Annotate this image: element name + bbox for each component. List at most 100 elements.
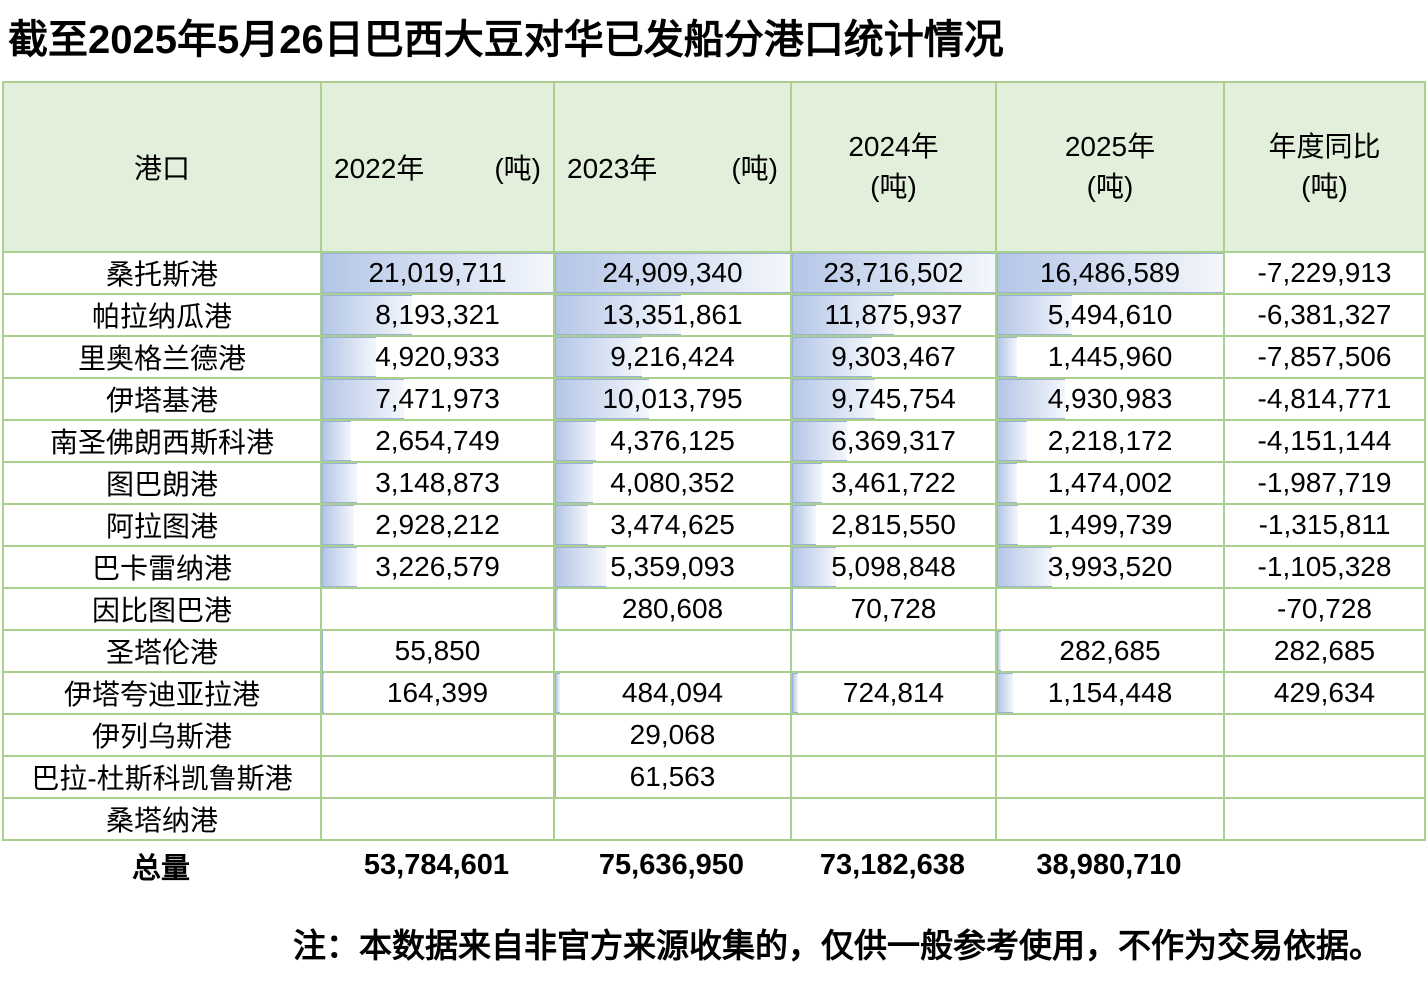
- data-bar: [556, 296, 681, 334]
- cell-value-2024: 11,875,937: [824, 299, 963, 330]
- table-row: 伊列乌斯港 29,068: [2, 713, 1426, 757]
- value-cell-2023: 29,068: [553, 713, 792, 757]
- yoy-unit-label: (吨): [1301, 171, 1348, 202]
- table-row: 阿拉图港 2,928,212 3,474,625 2,815,550 1,499…: [2, 503, 1426, 547]
- value-cell-2022: 8,193,321: [320, 293, 555, 337]
- year-2023-label: 2023年: [567, 153, 658, 184]
- value-cell-2022: [320, 755, 555, 799]
- cell-value-2025: 1,445,960: [1047, 341, 1173, 372]
- data-bar: [556, 590, 558, 628]
- port-name-cell: 伊塔夸迪亚拉港: [2, 671, 322, 715]
- table-row: 桑托斯港 21,019,711 24,909,340 23,716,502 16…: [2, 251, 1426, 295]
- cell-value-2025: 16,486,589: [1039, 257, 1181, 288]
- value-cell-2025: 2,218,172: [995, 419, 1225, 463]
- value-cell-2023: 9,216,424: [553, 335, 792, 379]
- data-bar: [793, 464, 822, 502]
- data-bar: [998, 338, 1017, 376]
- port-name-cell: 巴拉-杜斯科凯鲁斯港: [2, 755, 322, 799]
- cell-value-2022: 3,148,873: [375, 467, 500, 498]
- cell-value-2024: 2,815,550: [831, 509, 956, 540]
- header-row: 港口 2022年 (吨) 2023年 (吨) 2024年 (吨): [2, 81, 1426, 253]
- value-cell-yoy: -6,381,327: [1223, 293, 1426, 337]
- value-cell-2022: 55,850: [320, 629, 555, 673]
- value-cell-2025: 1,474,002: [995, 461, 1225, 505]
- table-row: 伊塔基港 7,471,973 10,013,795 9,745,754 4,93…: [2, 377, 1426, 421]
- value-cell-2023: 4,080,352: [553, 461, 792, 505]
- data-bar: [556, 674, 560, 712]
- cell-value-2024: 23,716,502: [823, 257, 964, 288]
- value-cell-2025: 4,930,983: [995, 377, 1225, 421]
- cell-value-2022: 164,399: [386, 677, 489, 708]
- table-body: 桑托斯港 21,019,711 24,909,340 23,716,502 16…: [2, 251, 1426, 841]
- data-bar: [998, 674, 1013, 712]
- value-cell-2022: 3,226,579: [320, 545, 555, 589]
- cell-value-2023: 280,608: [621, 593, 724, 624]
- value-cell-2023: 280,608: [553, 587, 792, 631]
- cell-value-yoy: -4,151,144: [1257, 425, 1392, 456]
- data-bar: [323, 422, 352, 460]
- port-name-cell: 伊塔基港: [2, 377, 322, 421]
- table-row: 里奥格兰德港 4,920,933 9,216,424 9,303,467 1,4…: [2, 335, 1426, 379]
- cell-value-2023: 484,094: [621, 677, 724, 708]
- value-cell-2024: 6,369,317: [790, 419, 997, 463]
- value-cell-yoy: -1,105,328: [1223, 545, 1426, 589]
- year-2024-unit-label: (吨): [870, 171, 917, 202]
- value-cell-2023: 4,376,125: [553, 419, 792, 463]
- data-bar: [556, 380, 650, 418]
- cell-value-2024: 6,369,317: [831, 425, 956, 456]
- value-cell-2022: 2,654,749: [320, 419, 555, 463]
- cell-value-2022: 2,928,212: [375, 509, 500, 540]
- value-cell-2024: 3,461,722: [790, 461, 997, 505]
- value-cell-2025: [995, 713, 1225, 757]
- value-cell-2025: [995, 587, 1225, 631]
- data-bar: [323, 464, 357, 502]
- year-2023-unit-label: (吨): [731, 153, 778, 184]
- cell-value-2024: 724,814: [842, 677, 945, 708]
- data-bar: [322, 631, 323, 671]
- port-name-cell: 帕拉纳瓜港: [2, 293, 322, 337]
- data-bar: [793, 548, 836, 586]
- cell-value-2025: 3,993,520: [1047, 551, 1173, 582]
- table-row: 南圣佛朗西斯科港 2,654,749 4,376,125 6,369,317 2…: [2, 419, 1426, 463]
- value-cell-2022: 2,928,212: [320, 503, 555, 547]
- data-bar: [793, 506, 817, 544]
- cell-value-2024: 9,303,467: [831, 341, 956, 372]
- value-cell-2025: 1,445,960: [995, 335, 1225, 379]
- totals-2022: 53,784,601: [363, 849, 510, 881]
- value-cell-yoy: -1,315,811: [1223, 503, 1426, 547]
- data-bar: [793, 674, 799, 712]
- cell-value-yoy: 282,685: [1273, 635, 1376, 666]
- cell-value-2022: 55,850: [394, 635, 481, 666]
- table-row: 图巴朗港 3,148,873 4,080,352 3,461,722 1,474…: [2, 461, 1426, 505]
- data-bar: [323, 338, 377, 376]
- port-name-cell: 图巴朗港: [2, 461, 322, 505]
- cell-value-yoy: -1,987,719: [1257, 467, 1392, 498]
- data-bar: [793, 422, 847, 460]
- value-cell-yoy: [1223, 755, 1426, 799]
- cell-value-yoy: -1,105,328: [1257, 551, 1392, 582]
- port-name-cell: 桑托斯港: [2, 251, 322, 295]
- data-bar: [323, 254, 552, 292]
- data-bar: [998, 506, 1018, 544]
- data-bar: [323, 548, 358, 586]
- value-cell-2025: [995, 797, 1225, 841]
- value-cell-2023: 24,909,340: [553, 251, 792, 295]
- cell-value-2024: 3,461,722: [831, 467, 956, 498]
- cell-value-yoy: -7,857,506: [1257, 341, 1392, 372]
- value-cell-2025: [995, 755, 1225, 799]
- value-cell-2024: [790, 797, 997, 841]
- data-bar: [556, 548, 606, 586]
- value-cell-yoy: [1223, 797, 1426, 841]
- value-cell-2023: [553, 629, 792, 673]
- table-row: 因比图巴港 280,608 70,728 -70,728: [2, 587, 1426, 631]
- cell-value-2023: 4,376,125: [610, 425, 735, 456]
- value-cell-2022: 3,148,873: [320, 461, 555, 505]
- data-bar: [555, 715, 556, 755]
- value-cell-2024: [790, 755, 997, 799]
- value-cell-2024: [790, 713, 997, 757]
- value-cell-yoy: -70,728: [1223, 587, 1426, 631]
- value-cell-2022: 7,471,973: [320, 377, 555, 421]
- value-cell-2023: 484,094: [553, 671, 792, 715]
- data-bar: [998, 464, 1018, 502]
- value-cell-2025: 1,499,739: [995, 503, 1225, 547]
